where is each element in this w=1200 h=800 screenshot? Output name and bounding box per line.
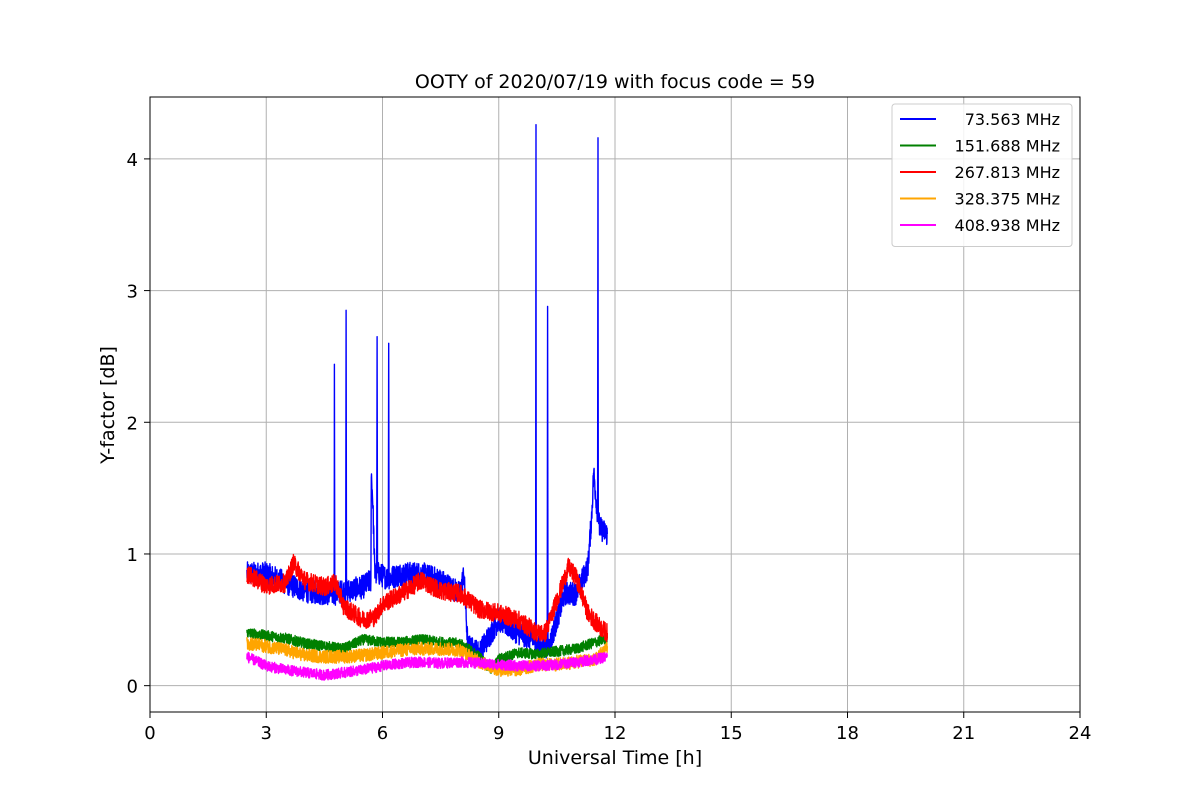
legend-entry: 151.688 MHz bbox=[955, 137, 1060, 156]
y-tick-label: 1 bbox=[127, 545, 138, 566]
x-tick-label: 3 bbox=[261, 723, 272, 744]
x-tick-label: 24 bbox=[1069, 723, 1092, 744]
legend-entry: 73.563 MHz bbox=[965, 110, 1060, 129]
legend-entry: 267.813 MHz bbox=[955, 163, 1060, 182]
series-line-1 bbox=[246, 628, 608, 674]
plot-series bbox=[246, 124, 608, 681]
x-axis-ticks: 0 3 6 9 12 15 18 21 24 bbox=[144, 712, 1091, 744]
series-line-0 bbox=[246, 124, 608, 663]
y-tick-label: 3 bbox=[127, 282, 138, 303]
y-tick-label: 4 bbox=[127, 150, 138, 171]
y-tick-label: 2 bbox=[127, 413, 138, 434]
series-line-2 bbox=[246, 553, 608, 643]
legend-entry: 408.938 MHz bbox=[955, 216, 1060, 235]
y-axis-ticks: 0 1 2 3 4 bbox=[127, 150, 150, 698]
x-axis-label: Universal Time [h] bbox=[528, 747, 702, 769]
legend-box bbox=[891, 103, 1073, 247]
x-tick-label: 12 bbox=[604, 723, 627, 744]
x-tick-label: 15 bbox=[720, 723, 743, 744]
series-line-4 bbox=[246, 651, 608, 681]
x-tick-label: 21 bbox=[952, 723, 975, 744]
chart-title: OOTY of 2020/07/19 with focus code = 59 bbox=[415, 71, 815, 93]
y-axis-label: Y-factor [dB] bbox=[97, 346, 119, 465]
x-tick-label: 6 bbox=[377, 723, 388, 744]
legend-entry: 328.375 MHz bbox=[955, 190, 1060, 209]
x-tick-label: 0 bbox=[144, 723, 155, 744]
legend: 73.563 MHz 151.688 MHz 267.813 MHz 328.375 … bbox=[891, 103, 1073, 247]
x-tick-label: 9 bbox=[493, 723, 504, 744]
y-tick-label: 0 bbox=[127, 677, 138, 698]
x-tick-label: 18 bbox=[836, 723, 859, 744]
